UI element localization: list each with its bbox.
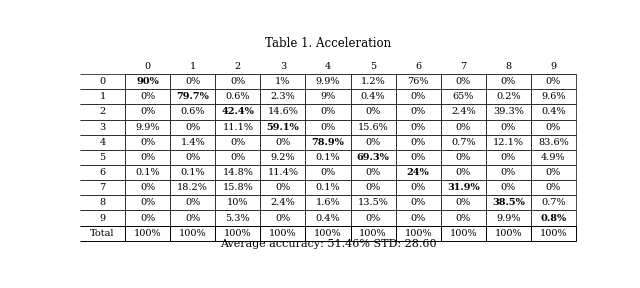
Text: Average accuracy: 51.46% STD: 28.60: Average accuracy: 51.46% STD: 28.60 bbox=[220, 238, 436, 249]
Text: Table 1. Acceleration: Table 1. Acceleration bbox=[265, 37, 391, 50]
